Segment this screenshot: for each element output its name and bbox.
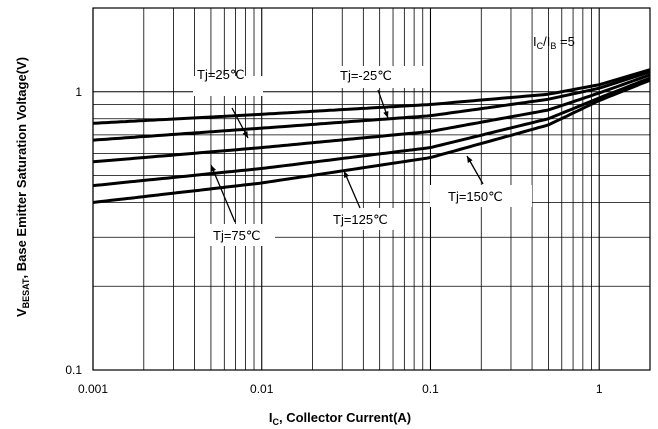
annotation-label: Tj=150℃ <box>448 189 503 204</box>
x-tick-label: 0.01 <box>250 382 274 396</box>
series-line <box>92 76 651 188</box>
ticks-layer: 0.001 0.01 0.1 1 1 0.1 <box>65 85 603 396</box>
plot-frame <box>92 7 651 371</box>
annotation-label: Tj=-25℃ <box>340 68 392 83</box>
annotation-arrowhead <box>242 131 248 138</box>
y-tick-label: 0.1 <box>65 363 82 377</box>
x-tick-label: 0.1 <box>422 382 439 396</box>
series-line <box>92 70 651 142</box>
y-tick-label: 1 <box>75 85 82 99</box>
annotation-background <box>326 66 426 88</box>
annotation-background <box>193 76 263 96</box>
y-axis-label: VBESAT, Base Emitter Saturation Voltage(… <box>14 57 31 317</box>
annotation-label: Tj=25℃ <box>197 67 244 82</box>
annotation-background <box>318 208 400 230</box>
x-tick-label: 0.001 <box>78 382 108 396</box>
x-axis-label: IC, Collector Current(A) <box>269 410 411 427</box>
annotation-background <box>430 185 532 207</box>
condition-label: IC/IB =5 <box>533 34 575 51</box>
annotation-arrowhead <box>467 156 473 163</box>
annotation-arrowhead <box>211 165 216 172</box>
series-layer <box>92 68 651 204</box>
annotation-background <box>195 224 275 246</box>
series-line <box>92 68 651 125</box>
annotation-layer: Tj=25℃ Tj=-25℃ Tj=75℃ Tj=125℃ Tj=150℃ <box>193 66 532 246</box>
annotation-leader <box>343 170 361 209</box>
annotation-leader <box>210 164 236 223</box>
series-line <box>92 73 651 164</box>
x-tick-label: 1 <box>596 382 603 396</box>
annotation-arrowhead <box>383 111 389 118</box>
annotation-label: Tj=75℃ <box>213 228 260 243</box>
grid <box>92 7 651 371</box>
annotation-label: Tj=125℃ <box>333 212 388 227</box>
annotation-arrowhead <box>344 171 350 178</box>
series-line <box>92 78 651 204</box>
